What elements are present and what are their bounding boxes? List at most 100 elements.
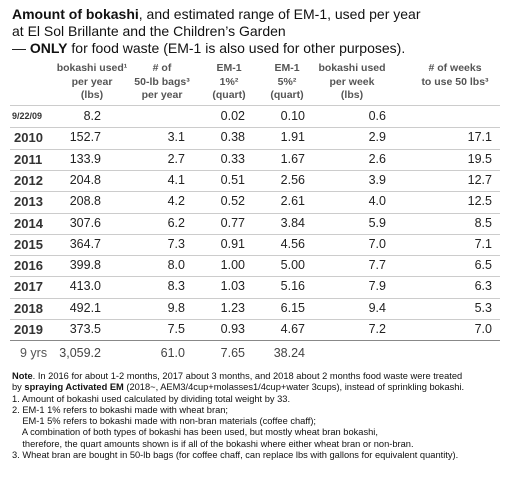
- table-cell: 208.8: [69, 194, 101, 209]
- note-item: EM-1 5% refers to bokashi made with non-…: [12, 416, 317, 427]
- row-label: 2017: [14, 279, 43, 295]
- table-cell: 6.2: [167, 215, 185, 230]
- row-rule: [10, 148, 500, 150]
- note-text: . In 2016 for about 1-2 months, 2017 abo…: [32, 371, 463, 381]
- table-cell: 0.77: [220, 215, 245, 230]
- note: Note. In 2016 for about 1-2 months, 2017…: [12, 371, 462, 382]
- table-cell: 2.61: [280, 194, 305, 209]
- row-rule: [10, 233, 500, 235]
- table-cell: 5.3: [474, 300, 492, 315]
- column-header: bokashi used: [318, 62, 386, 74]
- table-cell: 399.8: [69, 258, 101, 273]
- row-rule: [10, 127, 500, 129]
- note-bold: spraying Activated EM: [24, 382, 124, 392]
- note: by spraying Activated EM (2018~, AEM3/4c…: [12, 382, 464, 393]
- title-text: , and estimated range of EM-1, used per …: [138, 6, 421, 22]
- column-header: (quart): [212, 89, 246, 101]
- table-cell: 2.6: [368, 151, 386, 166]
- table-cell: 19.5: [467, 151, 492, 166]
- row-rule: [10, 255, 500, 257]
- title-text: for food waste (EM-1 is also used for ot…: [67, 40, 406, 56]
- row-rule: [10, 340, 500, 342]
- table-cell: 8.3: [167, 279, 185, 294]
- column-header: # of: [152, 62, 172, 74]
- table-cell: 1.91: [280, 130, 305, 145]
- table-cell: 152.7: [69, 130, 101, 145]
- table-cell: 3.9: [368, 172, 386, 187]
- column-header: (lbs): [80, 89, 104, 101]
- table-cell: 364.7: [69, 236, 101, 251]
- table-cell: 8.5: [474, 215, 492, 230]
- row-rule: [10, 212, 500, 214]
- total-cell: 3,059.2: [59, 346, 101, 360]
- row-label: 2019: [14, 322, 43, 337]
- table-cell: 7.5: [167, 322, 185, 336]
- table-cell: 7.2: [368, 322, 386, 336]
- table-cell: 4.56: [280, 236, 305, 251]
- title-line: at El Sol Brillante and the Children’s G…: [12, 23, 286, 40]
- table-cell: 0.52: [220, 194, 245, 209]
- total-cell: 61.0: [160, 346, 185, 360]
- table-cell: 6.5: [474, 258, 492, 273]
- note-text: by: [12, 382, 25, 392]
- note-item: A combination of both types of bokashi h…: [12, 427, 378, 438]
- table-cell: 7.9: [368, 279, 386, 294]
- table-cell: 0.6: [368, 109, 386, 123]
- note-item: therefore, the quart amounts shown is if…: [12, 438, 414, 449]
- column-header: EM-1: [274, 62, 300, 74]
- table-cell: 1.00: [220, 258, 245, 273]
- column-header: bokashi used¹: [56, 62, 128, 74]
- table-cell: 2.9: [368, 130, 386, 145]
- note-bold: Note: [12, 371, 33, 381]
- row-rule: [10, 276, 500, 278]
- table-cell: 8.0: [167, 258, 185, 273]
- table-cell: 5.00: [280, 258, 305, 273]
- table-cell: 7.0: [368, 236, 386, 251]
- note-item: 1. Amount of bokashi used calculated by …: [12, 393, 291, 404]
- column-header: 1%²: [219, 75, 239, 88]
- table-cell: 0.91: [220, 236, 245, 251]
- table-cell: 0.38: [220, 130, 245, 145]
- row-label: 2011: [14, 151, 43, 167]
- note-text: (2018~, AEM3/4cup+molasses1/4cup+water 3…: [123, 382, 465, 392]
- column-header: per year: [141, 89, 183, 101]
- table-cell: 5.16: [280, 279, 305, 294]
- table-cell: 0.93: [220, 322, 245, 336]
- table-cell: 4.67: [280, 322, 305, 336]
- row-rule: [10, 191, 500, 193]
- total-cell: 38.24: [273, 346, 305, 360]
- table-cell: 307.6: [69, 215, 101, 230]
- title-text: —: [12, 40, 30, 56]
- column-header: 5%²: [277, 75, 297, 88]
- note-item: 3. Wheat bran are bought in 50-lb bags (…: [12, 450, 459, 460]
- column-header: per year: [71, 75, 113, 88]
- table-cell: 0.10: [280, 109, 305, 123]
- table-cell: 0.33: [220, 151, 245, 166]
- table-cell: 7.1: [474, 236, 492, 251]
- title-line: — ONLY for food waste (EM-1 is also used…: [12, 40, 405, 57]
- table-cell: 6.15: [280, 300, 305, 315]
- table-cell: 4.2: [167, 194, 185, 209]
- title-bold: ONLY: [29, 40, 68, 56]
- table-cell: 17.1: [467, 130, 492, 145]
- row-label: 9/22/09: [12, 111, 43, 121]
- table-cell: 6.3: [474, 279, 492, 294]
- row-label: 2012: [14, 172, 43, 188]
- table-cell: 7.7: [368, 258, 386, 273]
- table-cell: 413.0: [69, 279, 101, 294]
- table-cell: 492.1: [69, 300, 101, 315]
- row-rule: [10, 297, 500, 299]
- note-item: 2. EM-1 1% refers to bokashi made with w…: [12, 404, 228, 415]
- table-cell: 3.1: [167, 130, 185, 145]
- row-label: 2013: [14, 194, 43, 210]
- title-bold: Amount of bokashi: [12, 6, 139, 22]
- column-header: to use 50 lbs³: [421, 75, 489, 88]
- total-label: 9 yrs: [20, 346, 48, 360]
- column-header: (quart): [270, 89, 304, 101]
- table-cell: 133.9: [69, 151, 101, 166]
- table-cell: 7.3: [167, 236, 185, 251]
- row-label: 2014: [14, 215, 43, 231]
- column-header: per week: [329, 75, 375, 88]
- table-cell: 373.5: [69, 322, 101, 336]
